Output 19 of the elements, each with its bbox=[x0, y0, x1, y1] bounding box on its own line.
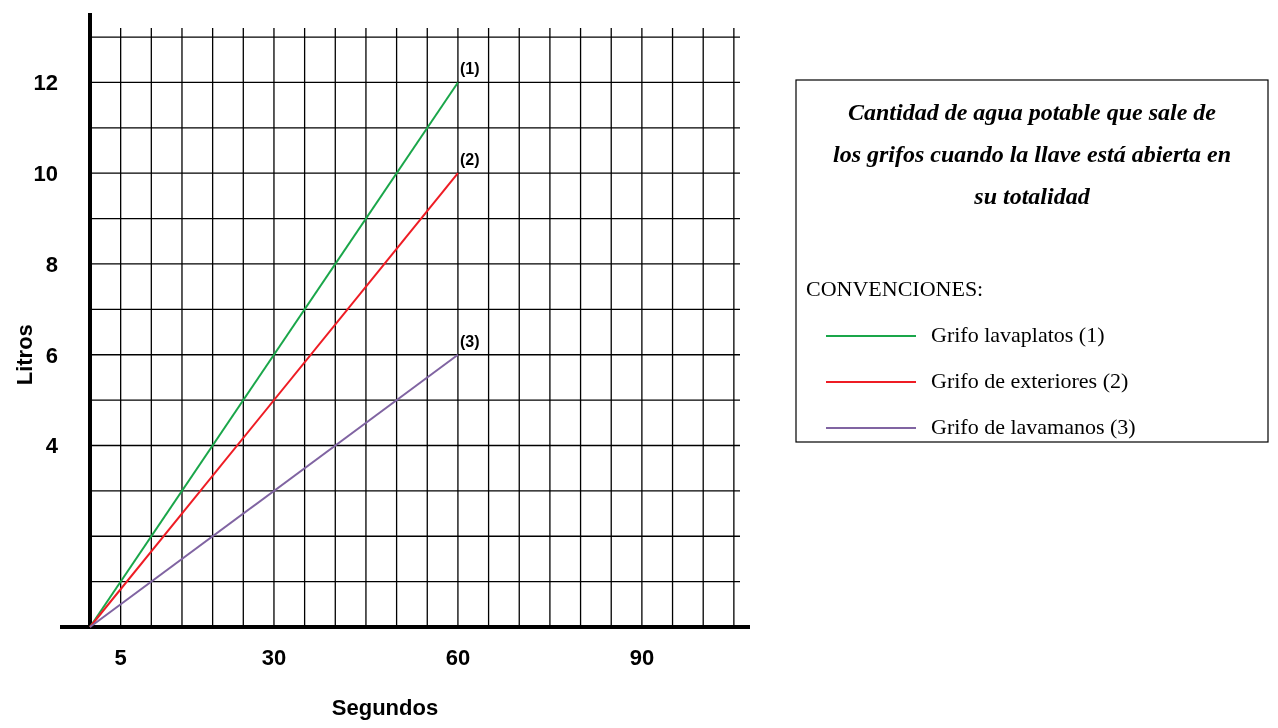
y-tick-label: 4 bbox=[45, 433, 59, 459]
y-tick-label: 10 bbox=[33, 161, 58, 187]
y-tick-label: 6 bbox=[45, 342, 58, 368]
x-tick-label: 30 bbox=[261, 645, 287, 670]
x-tick-label: 90 bbox=[629, 645, 655, 670]
legend-title: CONVENCIONES: bbox=[806, 276, 984, 301]
legend-label: Grifo de lavamanos (3) bbox=[931, 414, 1136, 439]
legend-label: Grifo lavaplatos (1) bbox=[931, 322, 1105, 347]
x-axis-title: Segundos bbox=[331, 695, 439, 720]
annotation: (3) bbox=[459, 332, 480, 350]
annotation: (1) bbox=[459, 60, 480, 78]
x-tick-label: 5 bbox=[114, 645, 127, 670]
y-tick-label: 8 bbox=[45, 251, 58, 277]
text: Cantidad de agua potable que sale de los grifos cuando la llave está abierta en su totalidad bbox=[833, 99, 1231, 209]
y-axis-title: Litros bbox=[12, 324, 37, 386]
legend-label: Grifo de exteriores (2) bbox=[931, 368, 1129, 393]
y-tick-label: 12 bbox=[33, 70, 58, 96]
annotation: (2) bbox=[459, 151, 480, 169]
x-tick-label: 60 bbox=[445, 645, 471, 670]
